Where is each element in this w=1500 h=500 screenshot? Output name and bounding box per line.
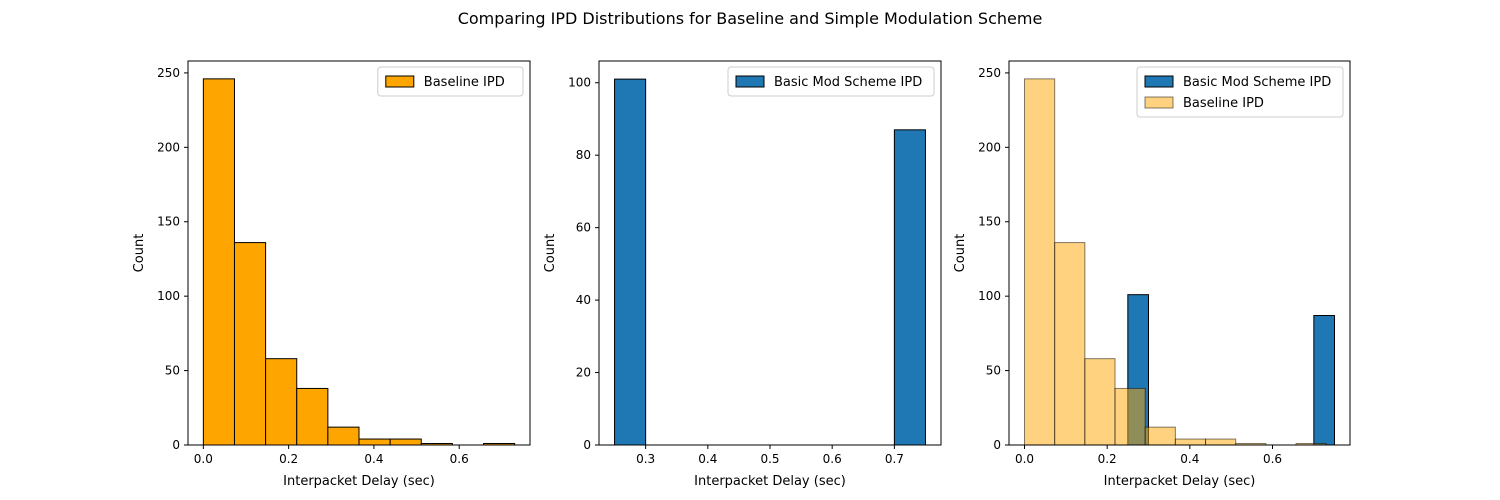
y-tick-label: 50: [986, 364, 1001, 378]
y-axis-label: Count: [543, 234, 558, 273]
x-tick-label: 0.6: [823, 452, 842, 466]
legend-label: Baseline IPD: [1183, 96, 1264, 111]
y-tick-label: 0: [172, 438, 180, 452]
chart-panel-2: 0.3 0.4 0.5 0.6 0.7 0 20 40 60 80 100 Interpacket D…: [543, 60, 942, 489]
x-tick-label: 0.4: [364, 452, 383, 466]
x-tick-label: 0.2: [1098, 452, 1117, 466]
y-tick-label: 200: [157, 140, 180, 154]
y-tick-label: 100: [568, 76, 591, 90]
histogram-bar: [1054, 242, 1086, 446]
series-1: [202, 78, 516, 446]
legend-box: [727, 66, 935, 97]
series-1: [614, 78, 926, 446]
y-tick-label: 0: [583, 438, 591, 452]
histogram-bar: [1205, 438, 1237, 446]
y-tick-label: 40: [576, 293, 591, 307]
x-axis-label: Interpacket Delay (sec): [694, 474, 846, 489]
histogram-bar: [1174, 438, 1207, 446]
x-tick-label: 0.6: [450, 452, 469, 466]
axes-frame: [1008, 60, 1351, 446]
legend-swatch: [735, 75, 765, 88]
y-tick-label: 20: [576, 366, 591, 380]
axes-frame: [598, 60, 942, 446]
histogram-bar: [296, 387, 329, 446]
histogram-bar: [265, 358, 298, 446]
histogram-bar: [1024, 78, 1056, 446]
histogram-bar: [358, 438, 391, 446]
histogram-bar: [389, 438, 422, 446]
y-tick-label: 50: [165, 364, 180, 378]
legend: Baseline IPD: [377, 66, 524, 97]
histogram-bar: [327, 426, 360, 446]
x-tick-label: 0.0: [194, 452, 213, 466]
legend: Basic Mod Scheme IPD: [727, 66, 935, 97]
y-axis-label: Count: [953, 234, 968, 273]
y-axis-label: Count: [132, 234, 147, 273]
y-tick-label: 60: [576, 221, 591, 235]
y-tick-label: 150: [157, 215, 180, 229]
histogram-bar: [1313, 315, 1336, 446]
histogram-bar: [893, 129, 926, 446]
legend-label: Basic Mod Scheme IPD: [774, 75, 922, 90]
axes-frame: [187, 60, 531, 446]
y-tick-label: 0: [993, 438, 1001, 452]
x-tick-label: 0.4: [1180, 452, 1199, 466]
legend-box: [1136, 66, 1344, 118]
series-2: [1024, 78, 1327, 446]
x-axis-label: Interpacket Delay (sec): [1104, 474, 1256, 489]
x-tick-label: 0.0: [1015, 452, 1034, 466]
series-1: [1127, 294, 1336, 446]
x-tick-label: 0.3: [636, 452, 655, 466]
histogram-bar: [233, 242, 267, 446]
legend-label: Baseline IPD: [424, 75, 505, 90]
legend: Basic Mod Scheme IPD Baseline IPD: [1136, 66, 1344, 118]
histogram-bar: [202, 78, 235, 446]
y-tick-label: 80: [576, 148, 591, 162]
y-tick-label: 250: [157, 66, 180, 80]
legend-box: [377, 66, 524, 97]
y-tick-label: 150: [978, 215, 1001, 229]
y-tick-label: 250: [978, 66, 1001, 80]
legend-swatch: [1144, 75, 1174, 88]
histogram-bar: [1084, 358, 1116, 446]
histogram-bar: [1114, 387, 1146, 446]
legend-swatch: [385, 75, 415, 88]
x-tick-label: 0.6: [1263, 452, 1282, 466]
x-tick-label: 0.5: [760, 452, 779, 466]
chart-panel-3: 0.0 0.2 0.4 0.6 0 50 100 150 200 250 Interpacket D…: [953, 60, 1351, 489]
figure-title: Comparing IPD Distributions for Baseline…: [458, 9, 1043, 28]
legend-label: Basic Mod Scheme IPD: [1183, 75, 1331, 90]
x-tick-label: 0.7: [885, 452, 904, 466]
y-tick-label: 200: [978, 140, 1001, 154]
histogram-bar: [614, 78, 647, 446]
chart-panel-1: 0.0 0.2 0.4 0.6 0 50 100 150 200 250 Interpacket D…: [132, 60, 531, 489]
x-tick-label: 0.2: [279, 452, 298, 466]
y-tick-label: 100: [978, 289, 1001, 303]
x-tick-label: 0.4: [698, 452, 717, 466]
legend-swatch: [1144, 96, 1174, 109]
y-tick-label: 100: [157, 289, 180, 303]
x-axis-label: Interpacket Delay (sec): [283, 474, 435, 489]
histogram-bar: [1144, 426, 1176, 446]
